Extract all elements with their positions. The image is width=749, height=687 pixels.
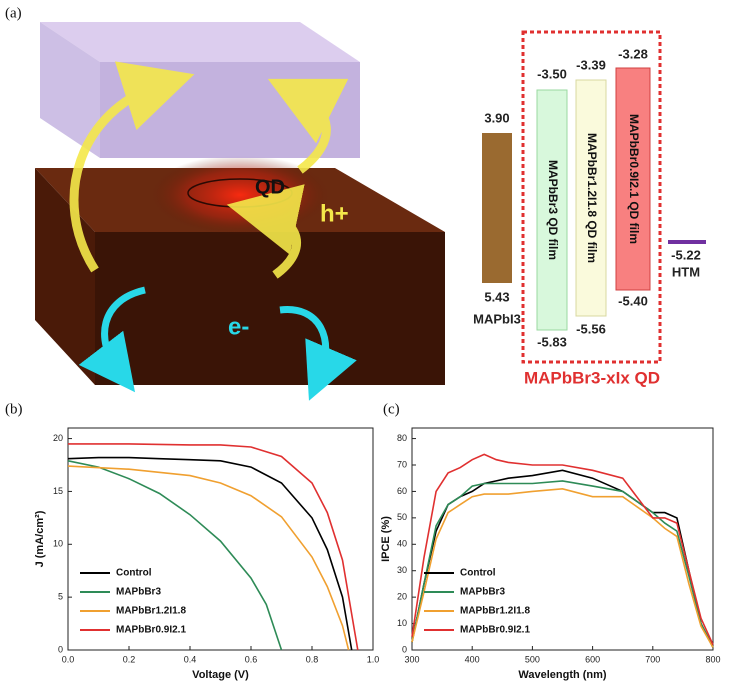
arrow — [69, 61, 195, 273]
block-front — [95, 232, 445, 385]
x-tick-label: 1.0 — [367, 654, 380, 664]
x-tick-label: 600 — [585, 654, 600, 664]
data-line — [411, 480, 714, 648]
level-name: MAPbBr3 QD film — [546, 160, 560, 260]
y-tick-label: 0 — [402, 644, 407, 654]
level-value: 5.43 — [484, 289, 509, 304]
x-tick-label: 0.4 — [184, 654, 197, 664]
y-tick-label: 15 — [53, 486, 63, 496]
legend-label: Control — [116, 568, 152, 579]
level-name: MAPbBr1.2I1.8 QD film — [585, 133, 599, 263]
energy-diagram: 3.90 5.43 MAPbI3 -3.50 -5.83 MAPbBr3 QD … — [473, 30, 706, 387]
x-tick-label: 700 — [645, 654, 660, 664]
panel-label: (c) — [383, 401, 400, 417]
data-line — [68, 443, 359, 651]
arrow — [279, 306, 357, 401]
legend-label: MAPbBr0.9I2.1 — [116, 625, 186, 636]
y-tick-label: 5 — [58, 592, 63, 602]
legend-label: MAPbBr3 — [116, 587, 161, 598]
level-value: -5.40 — [618, 293, 648, 308]
panel-label: (b) — [5, 401, 23, 417]
y-tick-label: 20 — [397, 592, 407, 602]
legend-label: MAPbBr1.2I1.8 — [116, 606, 186, 617]
data-line — [411, 453, 714, 646]
level-value: -5.22 — [671, 247, 701, 262]
legend-label: MAPbBr3 — [460, 587, 505, 598]
level-value: 3.90 — [484, 110, 509, 125]
data-line — [67, 456, 353, 651]
y-tick-label: 50 — [397, 512, 407, 522]
x-axis-label: Wavelength (nm) — [518, 669, 607, 681]
y-tick-label: 60 — [397, 486, 407, 496]
legend-label: MAPbBr0.9I2.1 — [460, 625, 530, 636]
level-name: MAPbBr0.9I2.1 QD film — [627, 114, 641, 244]
device-sketch: QD h+ e- (a) — [5, 5, 445, 401]
level-value: -3.28 — [618, 46, 648, 61]
y-tick-label: 80 — [397, 433, 407, 443]
level-name: HTM — [672, 264, 700, 279]
data-line — [411, 487, 714, 648]
data-line — [67, 465, 350, 651]
group-label: MAPbBr3-xIx QD — [524, 368, 660, 387]
y-tick-label: 40 — [397, 539, 407, 549]
x-tick-label: 0.2 — [123, 654, 136, 664]
level-bar — [575, 79, 607, 317]
y-tick-label: 20 — [53, 433, 63, 443]
group-box — [521, 30, 662, 364]
arrow — [267, 78, 349, 174]
panel-label: (a) — [5, 5, 22, 21]
y-axis-label: IPCE (%) — [380, 516, 392, 562]
level-value: -5.83 — [537, 334, 567, 349]
y-axis-label: J (mA/cm²) — [34, 510, 46, 567]
y-tick-label: 0 — [58, 644, 63, 654]
electron-label: e- — [228, 313, 249, 340]
arrow — [226, 184, 305, 279]
data-line — [67, 460, 283, 651]
x-tick-label: 0.8 — [306, 654, 319, 664]
level-value: -3.50 — [537, 66, 567, 81]
y-tick-label: 70 — [397, 459, 407, 469]
level-value: -3.39 — [576, 57, 606, 72]
x-tick-label: 400 — [465, 654, 480, 664]
plot-frame — [411, 427, 714, 651]
x-tick-label: 0.0 — [62, 654, 75, 664]
x-tick-label: 0.6 — [245, 654, 258, 664]
legend-label: Control — [460, 568, 496, 579]
slab-side — [40, 22, 100, 158]
data-line — [411, 469, 714, 648]
x-axis-label: Voltage (V) — [192, 669, 249, 681]
y-tick-label: 30 — [397, 565, 407, 575]
level-bar — [482, 133, 512, 283]
level-value: -5.56 — [576, 321, 606, 336]
x-tick-label: 500 — [525, 654, 540, 664]
x-tick-label: 300 — [404, 654, 419, 664]
x-tick-label: 800 — [705, 654, 720, 664]
level-name: MAPbI3 — [473, 311, 521, 326]
legend-label: MAPbBr1.2I1.8 — [460, 606, 530, 617]
slab-top — [40, 22, 360, 62]
hole-label: h+ — [320, 200, 349, 227]
arrow — [78, 286, 146, 393]
plot-frame — [67, 427, 374, 651]
y-tick-label: 10 — [53, 539, 63, 549]
level-bar — [536, 89, 568, 331]
level-bar — [615, 67, 651, 291]
y-tick-label: 10 — [397, 618, 407, 628]
qd-label: QD — [255, 176, 285, 198]
